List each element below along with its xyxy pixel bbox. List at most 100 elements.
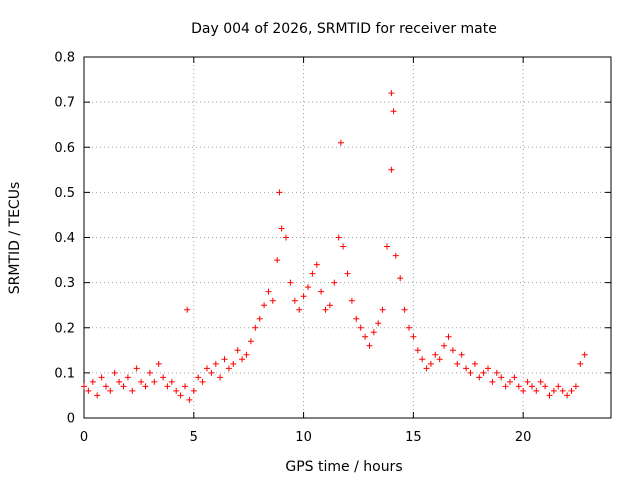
data-point — [212, 360, 219, 367]
data-point — [146, 369, 153, 376]
data-point — [568, 387, 575, 394]
data-point — [559, 387, 566, 394]
data-point — [283, 234, 289, 241]
data-point — [366, 342, 373, 349]
data-point — [261, 302, 268, 309]
data-point — [572, 383, 579, 390]
y-tick-label: 0.3 — [54, 276, 75, 291]
data-point — [256, 315, 263, 322]
data-point — [463, 365, 470, 372]
data-point — [265, 288, 272, 295]
data-point — [485, 365, 491, 372]
y-tick-label: 0 — [67, 412, 75, 427]
data-point — [353, 315, 360, 322]
data-point — [234, 347, 241, 354]
data-point — [278, 225, 285, 232]
y-tick-label: 0.4 — [54, 231, 75, 246]
data-point — [81, 383, 87, 390]
data-point — [217, 374, 224, 381]
data-point — [502, 383, 509, 390]
data-point — [397, 275, 404, 282]
data-point — [533, 387, 540, 394]
chart-title: Day 004 of 2026, SRMTID for receiver mat… — [191, 21, 497, 37]
x-tick-label: 0 — [80, 430, 88, 445]
data-point — [129, 387, 136, 394]
data-point — [564, 392, 571, 399]
data-point — [427, 360, 434, 367]
data-point — [309, 270, 316, 277]
data-point — [357, 324, 364, 331]
data-point — [208, 369, 215, 376]
data-point — [173, 387, 180, 394]
data-point — [230, 360, 237, 367]
data-point — [498, 374, 505, 381]
data-point — [370, 329, 377, 336]
data-point — [520, 387, 527, 394]
data-point — [85, 387, 92, 394]
data-point — [458, 351, 465, 358]
data-point — [291, 297, 298, 304]
data-point — [276, 189, 283, 196]
x-tick-label: 20 — [515, 430, 532, 445]
data-point — [436, 356, 443, 363]
y-tick-label: 0.6 — [54, 141, 75, 156]
data-point — [151, 378, 158, 385]
data-point — [269, 297, 276, 304]
data-point — [489, 378, 496, 385]
data-point — [384, 243, 390, 250]
data-point — [300, 293, 307, 300]
data-point — [335, 234, 342, 241]
data-point — [111, 369, 118, 376]
data-point — [337, 139, 344, 146]
data-point — [388, 90, 395, 97]
data-point — [326, 302, 333, 309]
data-point — [410, 333, 417, 340]
data-point — [199, 378, 206, 385]
data-point — [507, 378, 513, 385]
data-point — [243, 351, 250, 358]
data-point — [406, 324, 412, 331]
data-point — [313, 261, 320, 268]
data-point — [449, 347, 456, 354]
data-point — [184, 306, 191, 313]
data-point — [340, 243, 347, 250]
data-point — [348, 297, 355, 304]
data-point — [133, 365, 140, 372]
data-point — [322, 306, 329, 313]
data-point — [529, 383, 535, 390]
data-point — [375, 320, 382, 327]
y-axis-label: SRMTID / TECUs — [7, 182, 23, 295]
data-point — [344, 270, 351, 277]
x-tick-label: 5 — [190, 430, 198, 445]
axis-ticks: 0 0.1 0.2 0.3 0.4 0.5 0.6 0.7 0.8 0 5 10 15 20 — [54, 51, 611, 445]
y-tick-label: 0.7 — [54, 96, 75, 111]
data-point — [318, 288, 325, 295]
data-point — [190, 387, 197, 394]
data-point — [239, 356, 246, 363]
data-point — [225, 365, 232, 372]
data-point — [124, 374, 131, 381]
data-point — [305, 284, 311, 291]
data-point — [120, 383, 127, 390]
data-point — [467, 369, 474, 376]
data-point — [445, 333, 452, 340]
y-tick-label: 0.8 — [54, 51, 75, 66]
data-point — [511, 374, 518, 381]
data-point — [454, 360, 461, 367]
data-point — [542, 383, 549, 390]
data-point — [221, 356, 228, 363]
data-point — [362, 333, 369, 340]
data-point — [138, 378, 145, 385]
plot-frame — [83, 56, 612, 419]
data-point — [555, 383, 562, 390]
gridlines — [84, 57, 611, 418]
data-point — [164, 383, 171, 390]
data-point — [471, 360, 478, 367]
data-point — [392, 252, 399, 259]
data-point — [432, 351, 439, 358]
data-point — [331, 279, 338, 286]
data-point — [296, 306, 303, 313]
data-point — [274, 257, 281, 264]
data-point — [414, 347, 421, 354]
